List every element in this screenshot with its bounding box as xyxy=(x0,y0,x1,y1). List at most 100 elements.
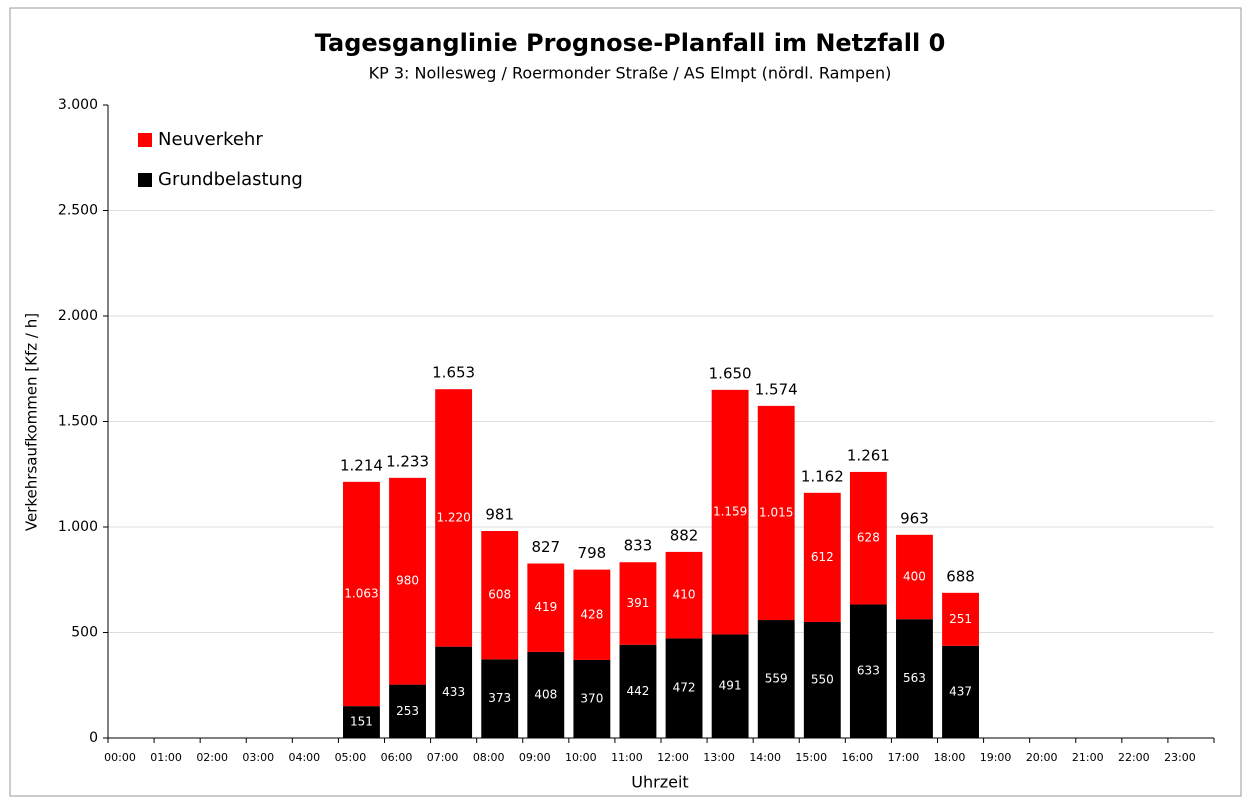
x-tick-label: 03:00 xyxy=(242,751,274,764)
bar-segment xyxy=(849,604,887,738)
bar-value-label: 608 xyxy=(488,588,511,602)
bar-value-label: 151 xyxy=(350,715,373,729)
chart-subtitle: KP 3: Nollesweg / Roermonder Straße / AS… xyxy=(369,64,892,83)
bar-value-label: 433 xyxy=(442,685,465,699)
bar-segment xyxy=(896,534,933,620)
x-tick-label: 05:00 xyxy=(335,751,367,764)
bar-segment xyxy=(481,659,519,738)
bar-segment xyxy=(942,645,979,738)
bar-value-label: 442 xyxy=(627,684,650,698)
bar-value-label: 1.015 xyxy=(759,505,793,519)
bar-segment xyxy=(527,563,565,652)
x-tick-label: 11:00 xyxy=(611,751,643,764)
bar-segment xyxy=(481,531,519,660)
bar-value-label: 253 xyxy=(396,704,419,718)
y-tick-label: 0 xyxy=(89,730,98,746)
bar-segment xyxy=(849,471,887,605)
y-tick-label: 2.000 xyxy=(58,308,98,324)
x-tick-label: 06:00 xyxy=(381,751,413,764)
legend-swatch xyxy=(138,173,152,187)
x-tick-label: 20:00 xyxy=(1026,751,1058,764)
x-tick-label: 07:00 xyxy=(427,751,459,764)
bar-segment xyxy=(757,620,795,738)
bar-total-label: 1.574 xyxy=(755,380,798,398)
x-tick-label: 17:00 xyxy=(888,751,920,764)
bar-segment xyxy=(757,405,795,621)
bar-value-label: 563 xyxy=(903,671,926,685)
bar-segment xyxy=(389,477,426,685)
bar-total-label: 1.214 xyxy=(340,456,383,474)
x-tick-label: 22:00 xyxy=(1118,751,1150,764)
bar-segment xyxy=(896,619,933,738)
bar-segment xyxy=(343,706,380,738)
legend-label: Grundbelastung xyxy=(158,169,303,190)
bar-total-label: 882 xyxy=(670,526,699,544)
x-tick-label: 13:00 xyxy=(703,751,735,764)
y-tick-label: 500 xyxy=(71,625,98,641)
bar-segment xyxy=(527,651,565,738)
x-tick-label: 14:00 xyxy=(749,751,781,764)
bar-value-label: 1.220 xyxy=(436,510,470,524)
bar-value-label: 410 xyxy=(673,588,696,602)
bar-segment xyxy=(619,562,657,645)
bar-value-label: 370 xyxy=(580,691,603,705)
x-tick-label: 21:00 xyxy=(1072,751,1104,764)
x-tick-label: 10:00 xyxy=(565,751,597,764)
x-tick-label: 09:00 xyxy=(519,751,551,764)
bar-value-label: 437 xyxy=(949,684,972,698)
x-tick-label: 00:00 xyxy=(104,751,136,764)
bar-segment xyxy=(665,551,703,639)
bar-value-label: 633 xyxy=(857,664,880,678)
y-tick-label: 1.000 xyxy=(58,519,98,535)
x-tick-label: 12:00 xyxy=(657,751,689,764)
y-axis-title: Verkehrsaufkommen [Kfz / h] xyxy=(23,313,41,531)
y-tick-label: 3.000 xyxy=(58,97,98,113)
bar-segment xyxy=(665,638,703,738)
bar-value-label: 251 xyxy=(949,612,972,626)
bar-segment xyxy=(435,389,473,647)
bar-total-label: 1.162 xyxy=(801,467,844,485)
bar-total-label: 1.650 xyxy=(709,364,752,382)
bar-value-label: 612 xyxy=(811,550,834,564)
bar-total-label: 833 xyxy=(624,537,653,555)
x-tick-label: 23:00 xyxy=(1164,751,1196,764)
x-tick-label: 18:00 xyxy=(934,751,966,764)
bar-total-label: 1.233 xyxy=(386,452,429,470)
legend-swatch xyxy=(138,133,152,147)
bar-total-label: 981 xyxy=(485,506,514,524)
bar-value-label: 400 xyxy=(903,570,926,584)
bar-total-label: 688 xyxy=(946,567,975,585)
x-tick-label: 02:00 xyxy=(196,751,228,764)
bar-value-label: 373 xyxy=(488,691,511,705)
x-tick-label: 15:00 xyxy=(795,751,827,764)
chart-title: Tagesganglinie Prognose-Planfall im Netz… xyxy=(315,29,946,57)
bar-value-label: 472 xyxy=(673,681,696,695)
x-tick-label: 04:00 xyxy=(288,751,320,764)
bar-total-label: 1.261 xyxy=(847,446,890,464)
bar-value-label: 628 xyxy=(857,531,880,545)
bar-segment xyxy=(435,646,473,738)
bar-segment xyxy=(803,492,841,622)
bar-total-label: 827 xyxy=(531,538,560,556)
bar-segment xyxy=(343,481,380,707)
bar-value-label: 491 xyxy=(719,679,742,693)
x-axis-title: Uhrzeit xyxy=(631,773,688,792)
bar-total-label: 963 xyxy=(900,509,929,527)
bar-value-label: 550 xyxy=(811,672,834,686)
x-tick-label: 16:00 xyxy=(841,751,873,764)
bar-value-label: 980 xyxy=(396,574,419,588)
x-tick-label: 01:00 xyxy=(150,751,182,764)
bar-value-label: 391 xyxy=(627,596,650,610)
bar-value-label: 419 xyxy=(534,600,557,614)
bar-segment xyxy=(389,684,426,738)
bar-segment xyxy=(573,659,611,738)
x-tick-label: 19:00 xyxy=(980,751,1012,764)
legend-label: Neuverkehr xyxy=(158,129,263,150)
bar-segment xyxy=(573,569,611,660)
bar-value-label: 559 xyxy=(765,672,788,686)
bar-segment xyxy=(711,634,749,738)
y-tick-label: 1.500 xyxy=(58,414,98,430)
bar-segment xyxy=(619,644,657,738)
bar-value-label: 408 xyxy=(534,687,557,701)
